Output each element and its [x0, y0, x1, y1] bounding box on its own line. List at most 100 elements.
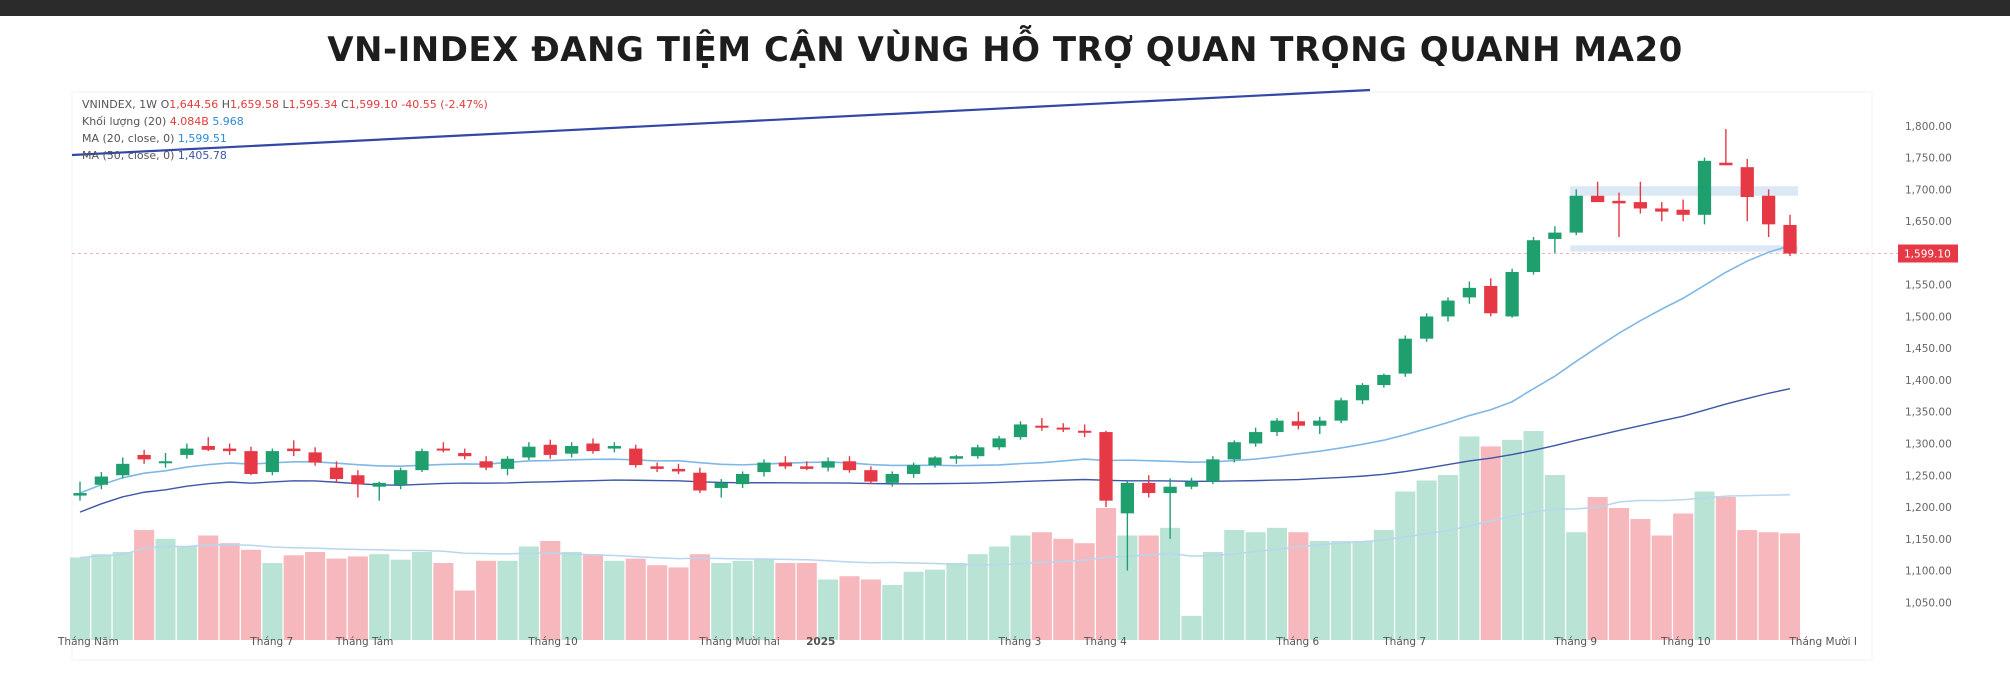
x-tick-label: Tháng 7 [249, 636, 293, 648]
volume-bar [1288, 532, 1309, 640]
y-tick-label: 1,400.00 [1905, 375, 1952, 387]
top-rule [0, 0, 2010, 16]
volume-bar [1523, 431, 1544, 640]
volume-bar [1010, 535, 1031, 640]
volume-bar [711, 563, 732, 640]
candle-down [1035, 418, 1049, 431]
legend-volume-row: Khối lượng (20) 4.084B 5.968 [82, 115, 244, 128]
candle-down [1484, 278, 1498, 317]
volume-bar [411, 552, 433, 640]
x-tick-label: Tháng Năm [57, 636, 119, 648]
volume-bar [967, 554, 988, 640]
candle-up [735, 471, 750, 488]
volume-bar [390, 559, 411, 640]
volume-bar [1480, 446, 1501, 640]
volume-bar [1395, 491, 1416, 640]
candle-down [244, 446, 258, 476]
candle-down [201, 437, 215, 452]
volume-bar [262, 563, 283, 640]
volume-bar [1437, 475, 1459, 640]
candle-up [1227, 440, 1241, 463]
candle-down [308, 447, 322, 466]
candle-down [650, 462, 664, 473]
candle-up [1184, 477, 1199, 490]
y-tick-label: 1,100.00 [1905, 566, 1952, 578]
candle-up [1334, 397, 1348, 424]
volume-bar [1673, 513, 1694, 640]
candle-down [1291, 411, 1306, 430]
y-tick-label: 1,050.00 [1905, 597, 1952, 609]
volume-bar [433, 563, 454, 640]
resistance-zone [1570, 186, 1798, 196]
candle-down [458, 448, 472, 460]
candle-up [1120, 481, 1135, 571]
y-tick-label: 1,450.00 [1905, 343, 1952, 355]
y-tick-label: 1,550.00 [1905, 280, 1952, 292]
candle-up [1248, 427, 1263, 447]
volume-bar [134, 530, 155, 640]
candle-up [1270, 418, 1284, 436]
volume-bar [753, 558, 775, 640]
volume-bar [689, 554, 710, 640]
volume-bar [839, 576, 860, 640]
volume-bar [1608, 508, 1630, 640]
volume-bar [903, 571, 924, 640]
candle-up [1548, 226, 1562, 253]
candle-down [543, 439, 557, 459]
candle-up [1419, 313, 1434, 342]
candle-down [778, 456, 793, 469]
candle-down [1761, 189, 1776, 238]
volume-bar [1566, 532, 1587, 640]
candle-down [287, 440, 301, 457]
candle-up [971, 444, 985, 459]
candle-up [757, 459, 771, 477]
candle-down [629, 444, 643, 468]
candle-up [158, 453, 173, 468]
legend-change: -40.55 (-2.47%) [401, 98, 488, 111]
x-tick-label: Tháng 10 [527, 636, 578, 648]
volume-bar [1544, 475, 1565, 640]
y-tick-label: 1,150.00 [1905, 534, 1952, 546]
volume-bar [1095, 508, 1117, 640]
candle-down [842, 456, 857, 473]
volume-bar [283, 555, 304, 640]
candle-up [885, 471, 899, 487]
volume-bar [1630, 519, 1651, 640]
candle-up [564, 442, 579, 458]
candle-down [864, 466, 878, 485]
volume-bar [112, 552, 133, 640]
candle-down [693, 467, 707, 494]
y-tick-label: 1,500.00 [1905, 311, 1952, 323]
volume-bar [1373, 530, 1394, 640]
volume-bar [497, 560, 518, 640]
volume-bar [946, 563, 967, 640]
candle-down [1590, 181, 1605, 203]
legend-symbol: VNINDEX, 1W [82, 98, 158, 111]
legend-ma20-row: MA (20, close, 0) 1,599.51 [82, 132, 227, 145]
candle-down [1740, 158, 1754, 222]
candle-down [671, 463, 686, 474]
volume-bar [732, 560, 753, 640]
candle-down [1783, 214, 1797, 257]
volume-bar [989, 546, 1010, 640]
volume-bar [518, 546, 539, 640]
volume-bar [369, 554, 390, 640]
candle-down [800, 461, 814, 471]
volume-bar [1758, 532, 1779, 640]
volume-bar [1309, 541, 1330, 640]
candle-down [436, 442, 451, 453]
volume-bar [647, 565, 668, 640]
candle-up [1163, 478, 1177, 539]
volume-bar [219, 543, 240, 640]
x-tick-label: Tháng Mười I [1788, 636, 1857, 648]
candle-up [116, 457, 130, 479]
x-tick-label: Tháng 6 [1275, 636, 1319, 648]
last-price-label: 1,599.10 [1904, 248, 1951, 260]
x-tick-label: 2025 [806, 636, 835, 648]
volume-ma-line [79, 493, 1791, 566]
ma50-line [79, 387, 1791, 513]
x-tick-label: Tháng 7 [1382, 636, 1426, 648]
y-tick-label: 1,750.00 [1905, 153, 1952, 165]
support-zone [1570, 245, 1798, 252]
y-tick-label: 1,700.00 [1905, 184, 1952, 196]
